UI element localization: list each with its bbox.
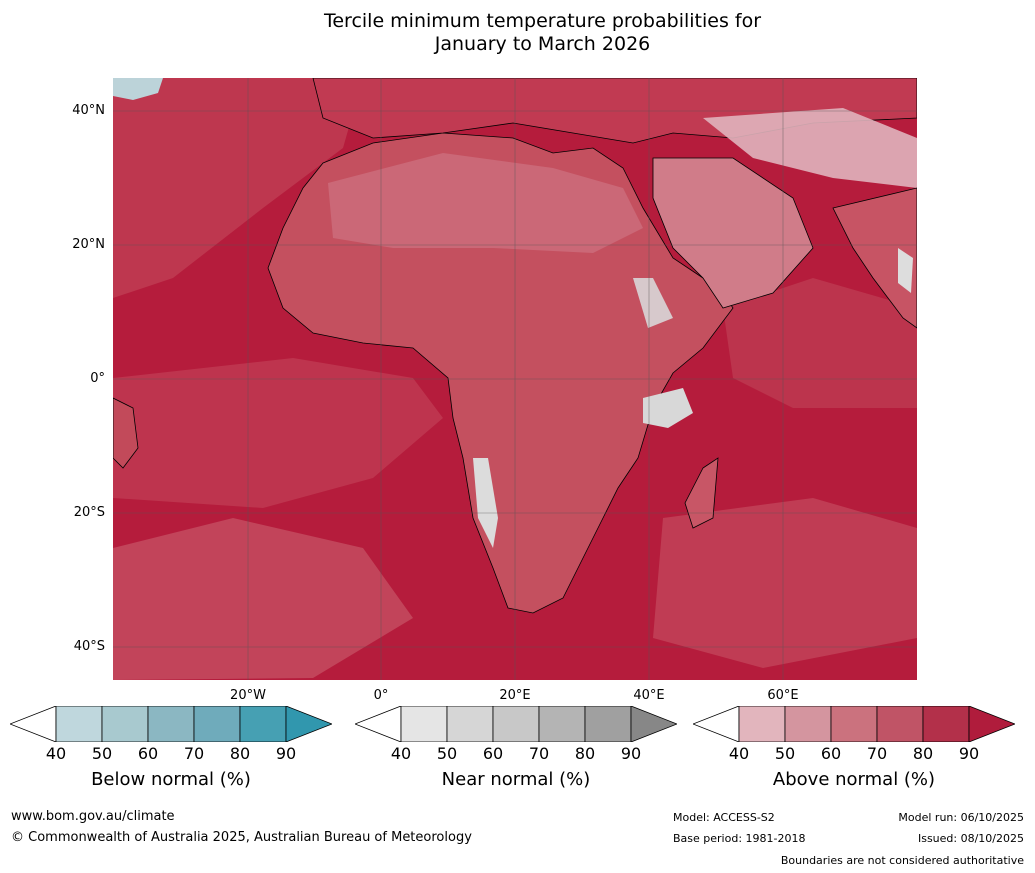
cbar-near-seg-0 bbox=[353, 705, 402, 743]
cbar-near-seg-3 bbox=[492, 705, 540, 743]
east-africa-near-normal bbox=[643, 388, 693, 428]
arabian-peninsula bbox=[652, 157, 814, 309]
tick-below-40: 40 bbox=[45, 744, 67, 763]
colorbar-below-normal bbox=[8, 705, 334, 743]
north-atlantic-band bbox=[113, 78, 363, 298]
cbar-below-seg-5 bbox=[239, 705, 287, 743]
tick-above-40: 40 bbox=[728, 744, 750, 763]
cbar-near-seg-1 bbox=[400, 705, 448, 743]
cbar-near-seg-4 bbox=[538, 705, 586, 743]
cbar-above-seg-4 bbox=[876, 705, 924, 743]
lat-label-20s: 20°S bbox=[73, 505, 105, 520]
tick-above-80: 80 bbox=[912, 744, 934, 763]
arabian-sea-band bbox=[723, 278, 917, 408]
cbar-above-seg-6 bbox=[968, 705, 1017, 743]
ethiopia-light bbox=[633, 278, 673, 328]
tick-near-90: 90 bbox=[620, 744, 642, 763]
lat-label-0: 0° bbox=[90, 371, 105, 386]
lat-label-20n: 20°N bbox=[72, 237, 105, 252]
tick-near-50: 50 bbox=[436, 744, 458, 763]
south-atlantic-band bbox=[113, 518, 413, 680]
cbar-below-seg-4 bbox=[193, 705, 241, 743]
colorbar-above-title: Above normal (%) bbox=[772, 769, 936, 790]
cbar-near-seg-6 bbox=[630, 705, 679, 743]
tick-below-90: 90 bbox=[275, 744, 297, 763]
madagascar bbox=[684, 457, 719, 529]
tick-above-70: 70 bbox=[866, 744, 888, 763]
cbar-above-seg-5 bbox=[922, 705, 970, 743]
tick-below-60: 60 bbox=[137, 744, 159, 763]
chart-title: Tercile minimum temperature probabilitie… bbox=[0, 10, 1035, 56]
tick-above-50: 50 bbox=[774, 744, 796, 763]
cbar-below-seg-1 bbox=[55, 705, 103, 743]
africa-landmass bbox=[267, 132, 734, 614]
tick-below-70: 70 bbox=[183, 744, 205, 763]
lon-label-0: 0° bbox=[373, 688, 389, 703]
colorbar-above-svg bbox=[691, 705, 1017, 743]
tick-below-50: 50 bbox=[91, 744, 113, 763]
tick-above-60: 60 bbox=[820, 744, 842, 763]
south-indian-band bbox=[653, 498, 917, 668]
cbar-above-seg-3 bbox=[830, 705, 878, 743]
middle-east-light bbox=[703, 108, 917, 188]
title-line-1: Tercile minimum temperature probabilitie… bbox=[323, 10, 762, 32]
tick-near-70: 70 bbox=[528, 744, 550, 763]
cbar-near-seg-5 bbox=[584, 705, 632, 743]
lon-label-20e: 20°E bbox=[499, 688, 531, 703]
india-landmass bbox=[832, 187, 917, 329]
tick-near-40: 40 bbox=[390, 744, 412, 763]
title-line-2: January to March 2026 bbox=[434, 33, 651, 55]
copyright-text: © Commonwealth of Australia 2025, Austra… bbox=[11, 830, 472, 845]
cbar-near-seg-2 bbox=[446, 705, 494, 743]
probability-map bbox=[113, 78, 917, 680]
namib-near-normal bbox=[473, 458, 498, 548]
below-normal-patch bbox=[113, 78, 163, 100]
colorbar-near-title: Near normal (%) bbox=[441, 769, 591, 790]
cbar-below-seg-0 bbox=[8, 705, 57, 743]
india-near-normal bbox=[898, 248, 913, 293]
cbar-below-seg-3 bbox=[147, 705, 195, 743]
tick-below-80: 80 bbox=[229, 744, 251, 763]
model-text: Model: ACCESS-S2 bbox=[673, 811, 775, 824]
lat-label-40n: 40°N bbox=[72, 103, 105, 118]
cbar-above-seg-2 bbox=[784, 705, 832, 743]
base-period-text: Base period: 1981-2018 bbox=[673, 832, 806, 845]
lon-label-40e: 40°E bbox=[633, 688, 665, 703]
map-svg bbox=[113, 78, 917, 680]
lon-label-20w: 20°W bbox=[230, 688, 266, 703]
cbar-below-seg-2 bbox=[101, 705, 149, 743]
disclaimer-text: Boundaries are not considered authoritat… bbox=[780, 854, 1024, 867]
issued-text: Issued: 08/10/2025 bbox=[917, 832, 1024, 845]
tick-near-80: 80 bbox=[574, 744, 596, 763]
colorbar-near-svg bbox=[353, 705, 679, 743]
tick-above-90: 90 bbox=[958, 744, 980, 763]
cbar-above-seg-0 bbox=[691, 705, 740, 743]
south-america-edge bbox=[113, 397, 139, 469]
cbar-below-seg-6 bbox=[285, 705, 334, 743]
sahara-region bbox=[328, 153, 643, 253]
colorbar-above-normal bbox=[691, 705, 1017, 743]
colorbar-below-svg bbox=[8, 705, 334, 743]
cbar-above-seg-1 bbox=[738, 705, 786, 743]
website-link[interactable]: www.bom.gov.au/climate bbox=[11, 809, 175, 824]
model-run-text: Model run: 06/10/2025 bbox=[898, 811, 1024, 824]
colorbar-below-title: Below normal (%) bbox=[91, 769, 251, 790]
lon-label-60e: 60°E bbox=[767, 688, 799, 703]
lat-label-40s: 40°S bbox=[73, 639, 105, 654]
equatorial-atlantic-band bbox=[113, 358, 443, 508]
colorbar-near-normal bbox=[353, 705, 679, 743]
tick-near-60: 60 bbox=[482, 744, 504, 763]
graticule bbox=[113, 78, 917, 680]
